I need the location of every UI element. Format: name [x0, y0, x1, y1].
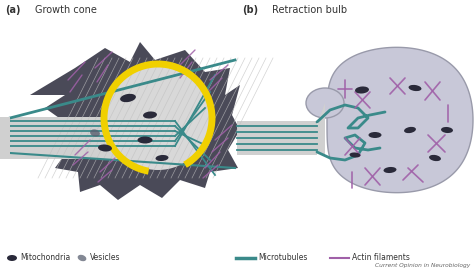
- Text: (a): (a): [5, 5, 20, 15]
- Ellipse shape: [78, 255, 86, 261]
- Ellipse shape: [155, 155, 168, 161]
- Text: Vesicles: Vesicles: [90, 253, 120, 263]
- Text: Microtubules: Microtubules: [258, 253, 307, 263]
- Ellipse shape: [349, 153, 361, 157]
- FancyBboxPatch shape: [0, 117, 10, 159]
- Polygon shape: [327, 47, 473, 193]
- Text: (b): (b): [242, 5, 258, 15]
- Ellipse shape: [355, 86, 369, 93]
- Text: Retraction bulb: Retraction bulb: [272, 5, 347, 15]
- Ellipse shape: [306, 88, 344, 118]
- FancyBboxPatch shape: [0, 117, 185, 159]
- Circle shape: [106, 66, 210, 170]
- Text: Current Opinion in Neurobiology: Current Opinion in Neurobiology: [375, 263, 470, 268]
- Ellipse shape: [120, 94, 136, 102]
- Text: Growth cone: Growth cone: [35, 5, 97, 15]
- Polygon shape: [30, 42, 240, 200]
- Ellipse shape: [383, 167, 396, 173]
- Ellipse shape: [429, 155, 441, 161]
- Text: Mitochondria: Mitochondria: [20, 253, 70, 263]
- Ellipse shape: [409, 85, 421, 91]
- Ellipse shape: [441, 127, 453, 133]
- Ellipse shape: [137, 137, 153, 144]
- Polygon shape: [317, 103, 325, 155]
- FancyBboxPatch shape: [237, 121, 317, 155]
- Text: Actin filaments: Actin filaments: [352, 253, 410, 263]
- Ellipse shape: [7, 255, 17, 261]
- Ellipse shape: [143, 111, 157, 118]
- Ellipse shape: [368, 132, 382, 138]
- Ellipse shape: [90, 129, 100, 137]
- Ellipse shape: [98, 144, 112, 151]
- Ellipse shape: [404, 127, 416, 133]
